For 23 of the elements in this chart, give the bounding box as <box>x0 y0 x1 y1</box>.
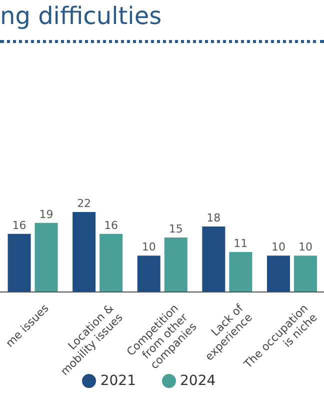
data-label: 10 <box>271 240 286 254</box>
legend-label: 2024 <box>180 373 216 389</box>
bar <box>72 212 96 292</box>
legend-label: 2021 <box>100 373 136 389</box>
bar <box>202 226 226 292</box>
data-label: 18 <box>206 212 221 225</box>
bar <box>266 256 290 292</box>
data-label: 22 <box>77 197 92 210</box>
bar <box>137 256 160 292</box>
data-label: 16 <box>104 218 118 232</box>
bar <box>100 234 123 292</box>
data-label: 16 <box>12 218 26 232</box>
chart-title: ng difficulties <box>0 2 162 30</box>
data-label: 11 <box>234 237 248 250</box>
data-label: 10 <box>142 240 156 254</box>
bar <box>229 252 252 292</box>
data-label: 10 <box>298 240 312 254</box>
data-label: 19 <box>39 208 54 221</box>
bar <box>164 237 188 292</box>
data-label: 15 <box>168 222 183 236</box>
bar <box>294 256 317 292</box>
bar <box>8 234 31 292</box>
bar <box>34 222 58 292</box>
